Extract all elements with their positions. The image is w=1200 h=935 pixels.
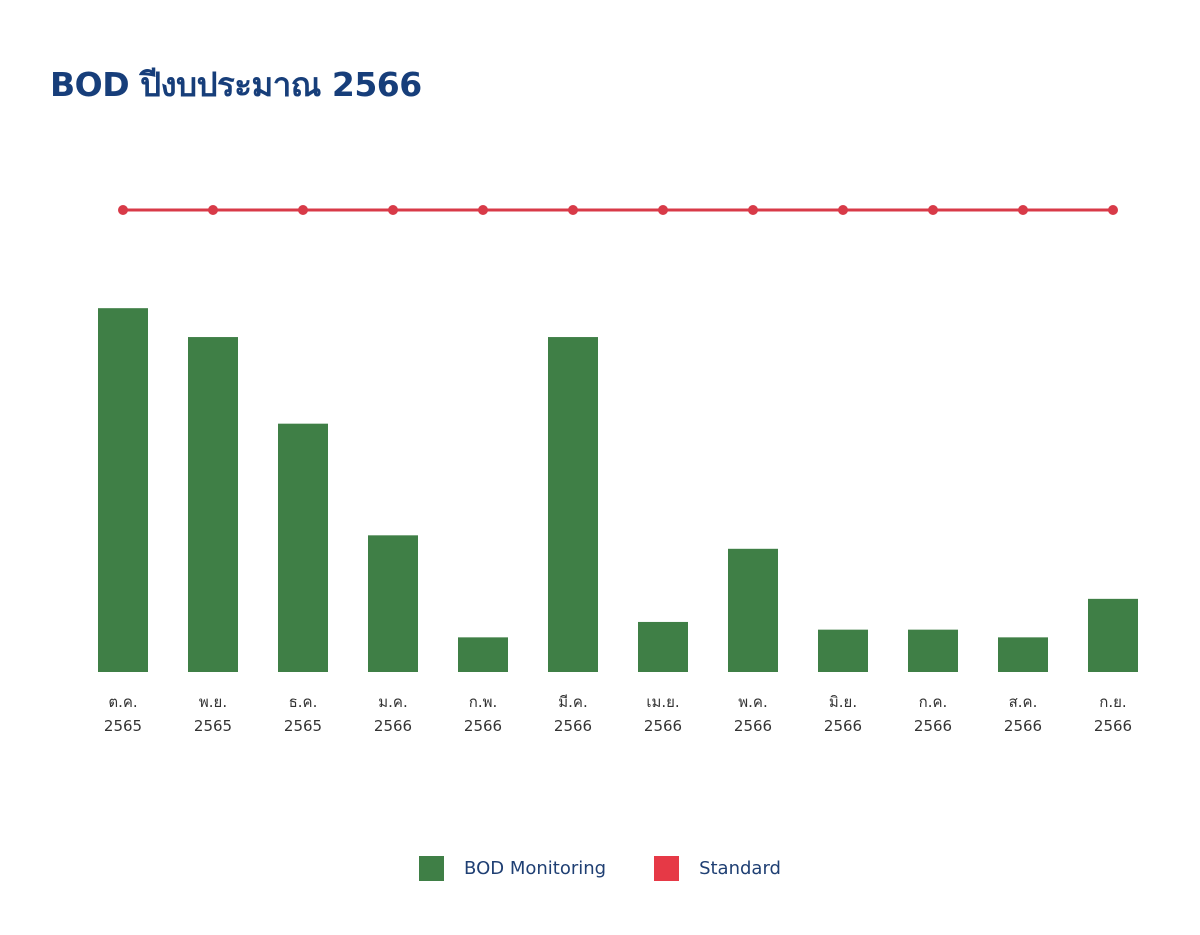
chart-title: BOD ปีงบประมาณ 2566 [50, 65, 422, 104]
bar-1[interactable] [188, 337, 238, 672]
standard-point-8[interactable] [838, 205, 848, 215]
legend-swatch-bod [419, 856, 445, 881]
legend-swatch-standard [654, 856, 680, 881]
x-tick-label-0: ต.ค. 2565 [104, 693, 142, 735]
legend-item-standard[interactable]: Standard [654, 856, 781, 881]
bar-5[interactable] [548, 337, 598, 672]
x-tick-label-1: พ.ย. 2565 [194, 693, 232, 735]
x-tick-label-9: ก.ค. 2566 [914, 693, 952, 735]
standard-point-2[interactable] [298, 205, 308, 215]
standard-point-6[interactable] [658, 205, 668, 215]
x-tick-label-7: พ.ค. 2566 [734, 693, 772, 735]
x-tick-label-10: ส.ค. 2566 [1004, 693, 1042, 735]
bar-0[interactable] [98, 308, 148, 672]
x-tick-label-5: มี.ค. 2566 [554, 693, 592, 735]
x-tick-label-3: ม.ค. 2566 [374, 693, 412, 735]
bar-3[interactable] [368, 535, 418, 672]
bars-layer [98, 308, 1138, 672]
standard-point-11[interactable] [1108, 205, 1118, 215]
standard-point-4[interactable] [478, 205, 488, 215]
bar-9[interactable] [908, 629, 958, 672]
standard-point-0[interactable] [118, 205, 128, 215]
chart-plot: ต.ค. 2565 พ.ย. 2565 ธ.ค. 2565 ม.ค. 2566 ก.พ. 2566… [98, 205, 1138, 735]
legend-label-standard: Standard [699, 858, 781, 879]
bar-7[interactable] [728, 548, 778, 672]
x-tick-label-8: มิ.ย. 2566 [824, 693, 862, 735]
x-tick-label-6: เม.ย. 2566 [644, 693, 682, 735]
standard-point-3[interactable] [388, 205, 398, 215]
bar-8[interactable] [818, 629, 868, 672]
legend: BOD Monitoring Standard [0, 856, 1200, 881]
x-tick-labels: ต.ค. 2565 พ.ย. 2565 ธ.ค. 2565 ม.ค. 2566 ก.พ. 2566… [104, 693, 1132, 735]
x-tick-label-2: ธ.ค. 2565 [284, 693, 322, 735]
standard-point-10[interactable] [1018, 205, 1028, 215]
bar-4[interactable] [458, 637, 508, 672]
bar-11[interactable] [1088, 598, 1138, 672]
standard-point-1[interactable] [208, 205, 218, 215]
legend-label-bod: BOD Monitoring [464, 858, 607, 879]
bar-10[interactable] [998, 637, 1048, 672]
x-tick-label-4: ก.พ. 2566 [464, 693, 502, 735]
bar-2[interactable] [278, 423, 328, 672]
standard-point-5[interactable] [568, 205, 578, 215]
legend-item-bod[interactable]: BOD Monitoring [419, 856, 606, 881]
bar-6[interactable] [638, 621, 688, 672]
standard-point-9[interactable] [928, 205, 938, 215]
standard-line-layer [118, 205, 1118, 215]
standard-point-7[interactable] [748, 205, 758, 215]
x-tick-label-11: ก.ย. 2566 [1094, 693, 1132, 735]
